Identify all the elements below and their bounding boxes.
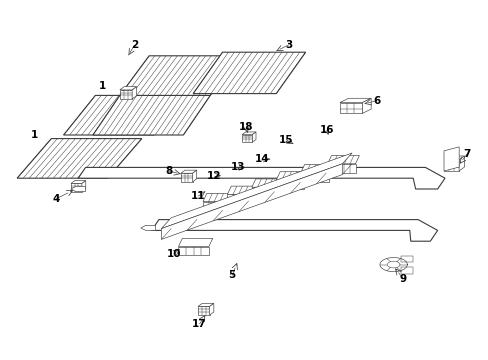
Polygon shape	[198, 306, 209, 315]
Polygon shape	[400, 256, 412, 262]
Text: 10: 10	[166, 249, 181, 259]
Polygon shape	[81, 181, 85, 192]
Polygon shape	[181, 170, 196, 173]
Polygon shape	[71, 181, 85, 184]
Text: 6: 6	[372, 96, 379, 106]
Polygon shape	[227, 186, 259, 194]
Polygon shape	[132, 87, 136, 99]
Polygon shape	[362, 98, 370, 113]
Text: 4: 4	[52, 194, 60, 204]
Polygon shape	[120, 56, 239, 95]
Text: 7: 7	[462, 149, 470, 159]
Text: 9: 9	[399, 274, 406, 284]
Polygon shape	[141, 225, 155, 230]
Polygon shape	[300, 165, 332, 173]
Text: 14: 14	[255, 154, 269, 164]
Polygon shape	[17, 139, 142, 178]
Polygon shape	[252, 132, 256, 142]
Text: 1: 1	[99, 81, 106, 91]
Polygon shape	[276, 172, 307, 180]
Polygon shape	[458, 156, 464, 171]
Polygon shape	[242, 135, 252, 142]
Polygon shape	[242, 132, 256, 135]
Text: 13: 13	[230, 162, 245, 172]
Text: 8: 8	[165, 166, 172, 176]
Polygon shape	[300, 173, 328, 182]
Polygon shape	[181, 173, 192, 182]
Polygon shape	[251, 187, 279, 196]
Text: 15: 15	[278, 135, 293, 145]
Text: 18: 18	[239, 122, 253, 132]
Polygon shape	[443, 160, 458, 171]
Polygon shape	[251, 179, 283, 187]
Polygon shape	[339, 103, 362, 113]
Polygon shape	[178, 238, 212, 247]
Polygon shape	[339, 98, 370, 103]
Polygon shape	[203, 202, 230, 211]
Text: 3: 3	[285, 40, 291, 50]
Polygon shape	[443, 156, 464, 160]
Polygon shape	[120, 90, 132, 99]
Polygon shape	[192, 170, 196, 182]
Polygon shape	[161, 153, 351, 229]
Polygon shape	[193, 52, 305, 94]
Polygon shape	[276, 180, 304, 189]
Polygon shape	[443, 147, 458, 171]
Polygon shape	[209, 303, 213, 315]
Text: 5: 5	[228, 270, 235, 280]
Polygon shape	[203, 193, 234, 202]
Polygon shape	[71, 186, 85, 192]
Polygon shape	[161, 164, 342, 239]
Text: 17: 17	[192, 319, 206, 329]
Text: 2: 2	[131, 40, 138, 50]
Polygon shape	[120, 87, 136, 90]
Polygon shape	[198, 303, 213, 306]
Text: 16: 16	[319, 125, 333, 135]
Polygon shape	[327, 156, 359, 164]
Polygon shape	[227, 194, 255, 203]
Text: 11: 11	[190, 191, 205, 201]
Polygon shape	[93, 95, 210, 135]
Polygon shape	[178, 247, 208, 255]
Polygon shape	[63, 95, 183, 135]
Polygon shape	[327, 164, 355, 173]
Text: 1: 1	[31, 130, 38, 140]
Polygon shape	[78, 167, 444, 189]
Polygon shape	[71, 184, 81, 192]
Polygon shape	[400, 267, 412, 274]
Polygon shape	[151, 220, 437, 241]
Text: 12: 12	[206, 171, 221, 181]
